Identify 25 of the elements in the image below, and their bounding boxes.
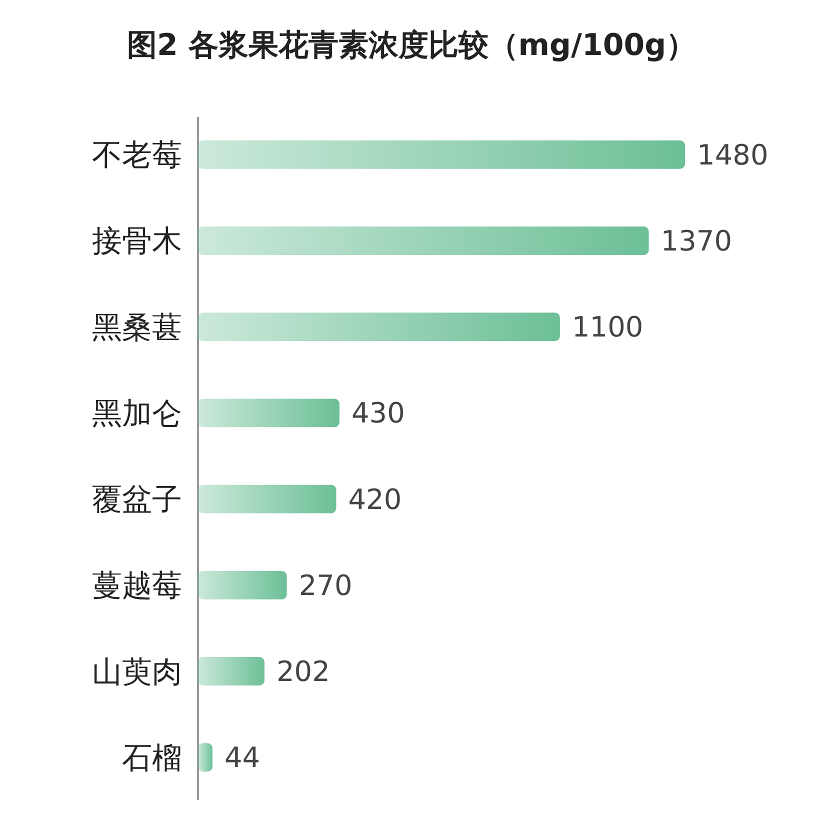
y-tick-label: 黑加仑	[92, 396, 182, 432]
data-label: 430	[351, 396, 405, 430]
data-label: 44	[224, 741, 260, 774]
data-label: 270	[298, 568, 352, 602]
bar	[198, 312, 560, 342]
data-label: 1370	[660, 224, 732, 258]
data-label: 420	[348, 482, 402, 516]
bar	[198, 484, 336, 514]
y-tick-label: 覆盆子	[92, 482, 182, 518]
y-tick-label: 黑桑葚	[92, 310, 182, 346]
chart-title: 图2 各浆果花青素浓度比较（mg/100g）	[126, 28, 696, 63]
y-tick-label: 蔓越莓	[92, 568, 182, 604]
data-label: 1100	[572, 310, 644, 344]
y-tick-label: 石榴	[122, 740, 182, 776]
y-tick-label: 接骨木	[92, 224, 182, 260]
data-label: 202	[276, 655, 330, 688]
y-tick-label: 不老莓	[92, 138, 182, 174]
bar	[198, 743, 212, 772]
bar	[198, 140, 685, 169]
bar	[198, 657, 264, 686]
bar	[198, 398, 340, 428]
y-tick-label: 山萸肉	[92, 654, 182, 690]
bar	[198, 570, 287, 600]
bar	[198, 226, 649, 255]
data-label: 1480	[697, 138, 768, 172]
